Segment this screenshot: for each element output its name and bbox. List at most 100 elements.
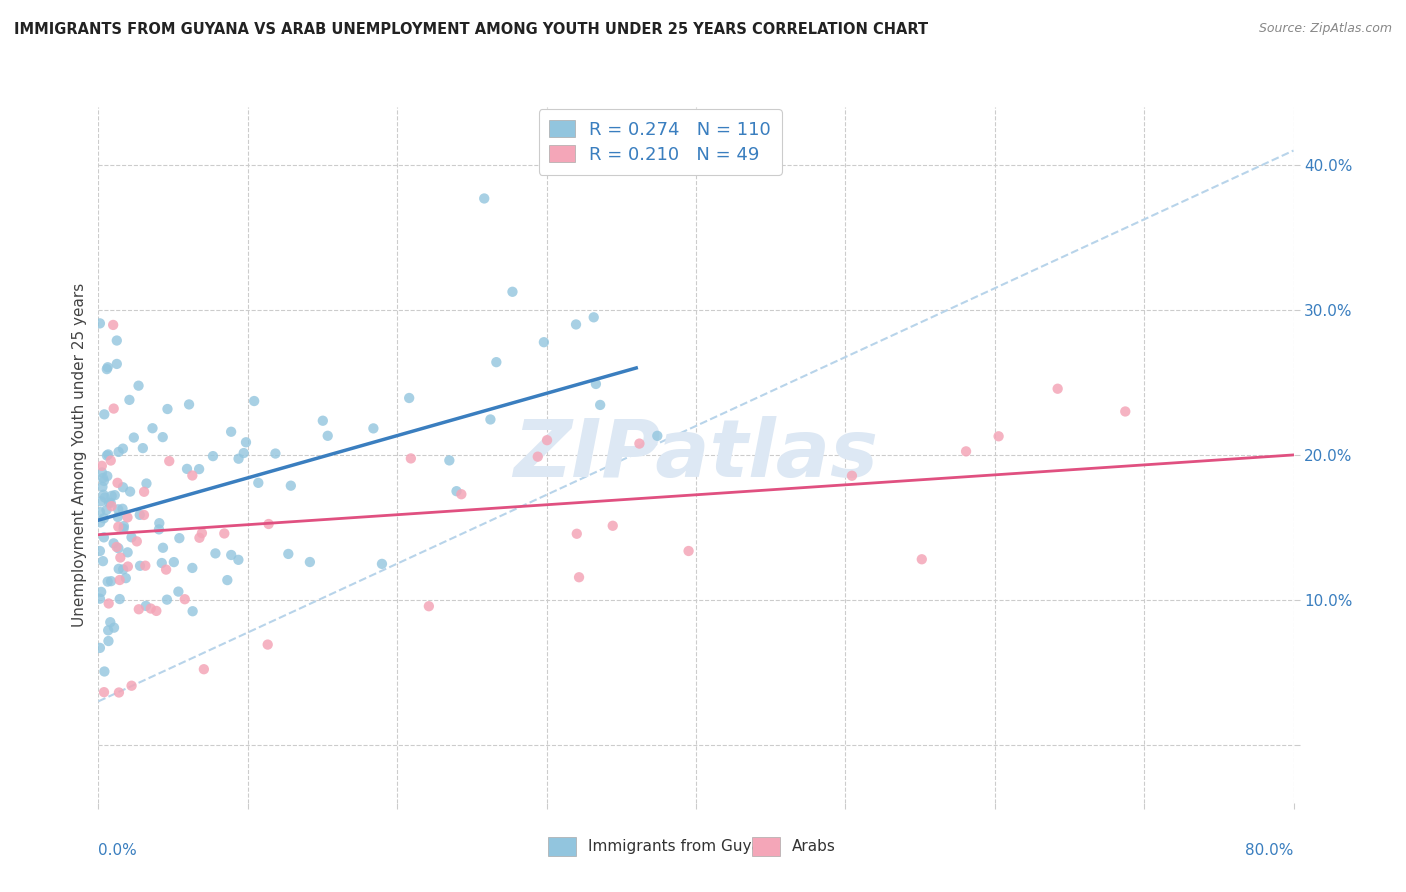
Point xyxy=(312,414,335,428)
Point xyxy=(181,561,204,575)
Point xyxy=(177,397,200,411)
Point xyxy=(485,355,508,369)
Point xyxy=(450,487,472,501)
Point xyxy=(371,557,394,571)
Point xyxy=(132,508,155,522)
Text: IMMIGRANTS FROM GUYANA VS ARAB UNEMPLOYMENT AMONG YOUTH UNDER 25 YEARS CORRELATI: IMMIGRANTS FROM GUYANA VS ARAB UNEMPLOYM… xyxy=(14,22,928,37)
Point xyxy=(181,604,204,618)
Point xyxy=(97,447,120,461)
Point xyxy=(108,685,131,699)
Point xyxy=(111,442,134,456)
Point xyxy=(105,357,128,371)
Point xyxy=(107,520,129,534)
Point xyxy=(501,285,523,299)
Point xyxy=(479,412,502,426)
Point xyxy=(111,480,134,494)
Point xyxy=(100,499,122,513)
Point xyxy=(112,519,135,533)
Point xyxy=(235,435,257,450)
Point xyxy=(582,310,605,325)
Point xyxy=(125,534,148,549)
Point xyxy=(89,516,111,530)
Point xyxy=(90,585,112,599)
Point xyxy=(93,665,115,679)
Point xyxy=(156,592,179,607)
Point xyxy=(94,491,117,505)
Point xyxy=(228,553,250,567)
Point xyxy=(256,638,278,652)
Point xyxy=(120,484,142,499)
Point xyxy=(89,544,111,558)
Point xyxy=(117,545,139,559)
Point xyxy=(257,516,280,531)
Point xyxy=(439,453,461,467)
Point xyxy=(100,453,122,467)
Point xyxy=(112,522,135,536)
Point xyxy=(181,468,204,483)
Point xyxy=(228,451,250,466)
Point xyxy=(141,421,163,435)
Point xyxy=(678,544,700,558)
Point xyxy=(96,503,118,517)
Point xyxy=(219,548,242,562)
Point xyxy=(167,584,190,599)
Point xyxy=(105,540,128,554)
Point xyxy=(93,488,115,502)
Point xyxy=(93,408,115,422)
Point xyxy=(101,318,124,332)
Point xyxy=(100,496,122,510)
Point xyxy=(97,360,120,375)
Point xyxy=(217,573,239,587)
Point xyxy=(100,489,122,503)
Point xyxy=(107,475,129,490)
Text: Source: ZipAtlas.com: Source: ZipAtlas.com xyxy=(1258,22,1392,36)
Text: 80.0%: 80.0% xyxy=(1246,843,1294,858)
Point xyxy=(193,662,215,676)
Point xyxy=(280,478,302,492)
Point xyxy=(93,530,115,544)
Point xyxy=(110,550,132,565)
Point xyxy=(90,494,112,508)
Point xyxy=(589,398,612,412)
Point xyxy=(173,592,195,607)
Point xyxy=(647,429,669,443)
Point xyxy=(107,510,129,524)
Point xyxy=(446,484,468,499)
Legend: R = 0.274   N = 110, R = 0.210   N = 49: R = 0.274 N = 110, R = 0.210 N = 49 xyxy=(538,109,782,175)
Point xyxy=(107,562,129,576)
Point xyxy=(148,516,170,531)
Point xyxy=(89,505,111,519)
Point xyxy=(114,571,136,585)
Point xyxy=(536,433,558,447)
Point xyxy=(105,334,128,348)
Point xyxy=(96,449,118,463)
Point xyxy=(243,394,266,409)
Point xyxy=(96,469,118,483)
Point xyxy=(107,541,129,556)
Point xyxy=(201,449,224,463)
Point xyxy=(264,446,287,460)
Point xyxy=(121,679,143,693)
Point xyxy=(188,462,211,476)
Point xyxy=(565,318,588,332)
Point xyxy=(108,592,131,607)
Point xyxy=(585,376,607,391)
Point xyxy=(104,488,127,502)
Point xyxy=(472,192,495,206)
Point xyxy=(602,518,624,533)
Point xyxy=(89,317,111,331)
Point xyxy=(132,441,155,455)
Point xyxy=(191,526,214,541)
Text: ZIPatlas: ZIPatlas xyxy=(513,416,879,494)
Point xyxy=(89,640,111,655)
Point xyxy=(90,458,112,473)
Point xyxy=(1114,404,1136,418)
Point xyxy=(145,604,167,618)
Point xyxy=(987,429,1010,443)
Point xyxy=(150,556,173,570)
Point xyxy=(91,554,114,568)
Point xyxy=(103,621,125,635)
Point xyxy=(188,531,211,545)
Text: 0.0%: 0.0% xyxy=(98,843,138,858)
Point xyxy=(132,484,155,499)
